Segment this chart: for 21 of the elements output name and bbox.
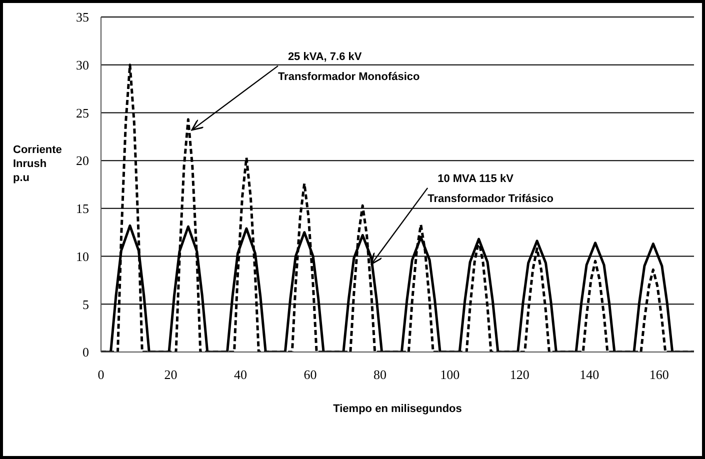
x-tick-label: 80	[374, 367, 387, 382]
x-tick-label: 100	[440, 367, 460, 382]
y-tick-label: 20	[76, 153, 89, 168]
y-tick-label: 35	[76, 10, 89, 25]
annotation: 25 kVA, 7.6 kV Transformador Monofásico	[278, 50, 420, 83]
x-tick-label: 120	[510, 367, 530, 382]
x-tick-label: 60	[304, 367, 317, 382]
x-tick-label: 20	[164, 367, 178, 382]
y-tick-label: 30	[76, 57, 89, 72]
y-tick-label: 25	[76, 105, 89, 120]
y-tick-label: 15	[76, 201, 89, 216]
x-axis-title: Tiempo en milisegundos	[333, 403, 462, 415]
y-tick-label: 0	[82, 344, 89, 360]
y-tick-label: 5	[82, 296, 89, 312]
x-tick-label: 160	[649, 367, 669, 382]
x-tick-label: 40	[234, 367, 248, 382]
annotation: 10 MVA 115 kV Transformador Trifásico	[428, 172, 554, 205]
y-axis-title: Corriente Inrush p.u	[13, 144, 62, 184]
y-tick-label: 10	[76, 248, 89, 264]
x-tick-label: 0	[98, 367, 104, 382]
x-tick-label: 140	[580, 367, 600, 382]
